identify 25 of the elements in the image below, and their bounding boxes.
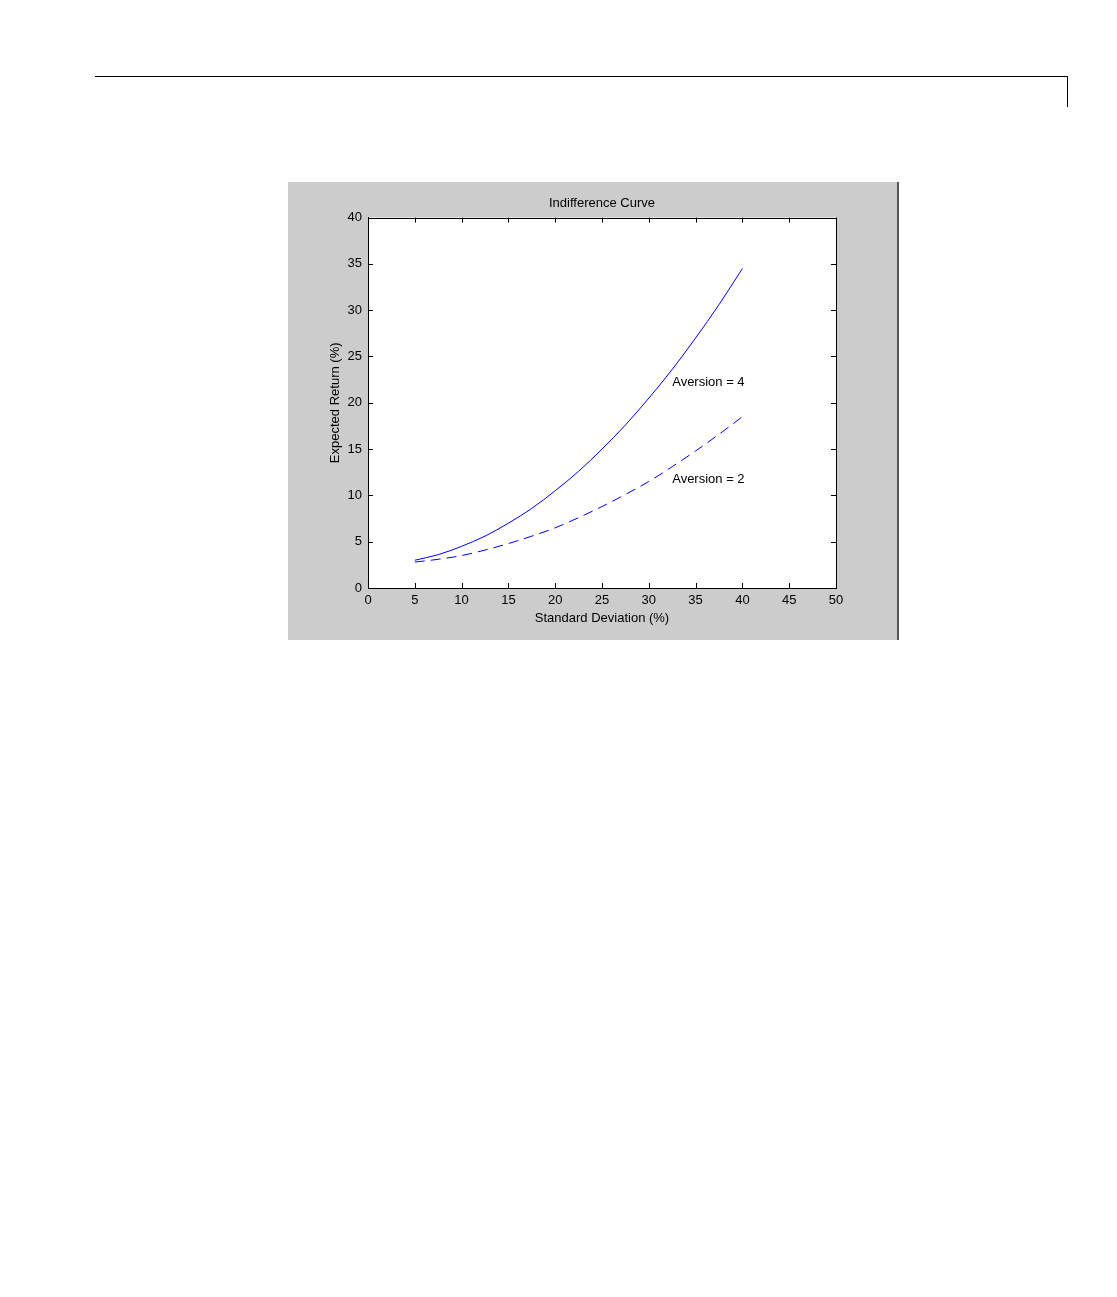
x-tick-label: 25	[594, 592, 610, 608]
y-tick-label: 20	[347, 394, 362, 410]
chart-title: Indifference Curve	[549, 195, 655, 211]
y-tick-label: 10	[347, 486, 362, 502]
y-tick-label: 5	[354, 533, 362, 549]
series-label: Aversion = 2	[672, 471, 745, 487]
x-tick-label: 20	[547, 592, 563, 608]
x-tick-label: 40	[735, 592, 750, 608]
y-tick-label: 15	[347, 440, 362, 456]
y-tick-label: 40	[347, 209, 362, 225]
y-tick-label: 35	[347, 255, 362, 271]
series-label: Aversion = 4	[672, 374, 745, 390]
y-tick-label: 30	[347, 301, 362, 317]
x-tick-label: 45	[781, 592, 797, 608]
y-axis-title: Expected Return (%)	[327, 342, 343, 464]
x-tick-label: 15	[501, 592, 516, 608]
x-tick-label: 50	[828, 592, 844, 608]
x-tick-label: 0	[364, 592, 372, 608]
x-tick-label: 10	[454, 592, 469, 608]
x-axis-title: Standard Deviation (%)	[534, 609, 670, 625]
y-tick-label: 0	[354, 579, 362, 595]
x-tick-label: 5	[411, 592, 419, 608]
x-tick-label: 30	[641, 592, 657, 608]
y-tick-label: 25	[347, 348, 362, 364]
x-tick-label: 35	[688, 592, 703, 608]
